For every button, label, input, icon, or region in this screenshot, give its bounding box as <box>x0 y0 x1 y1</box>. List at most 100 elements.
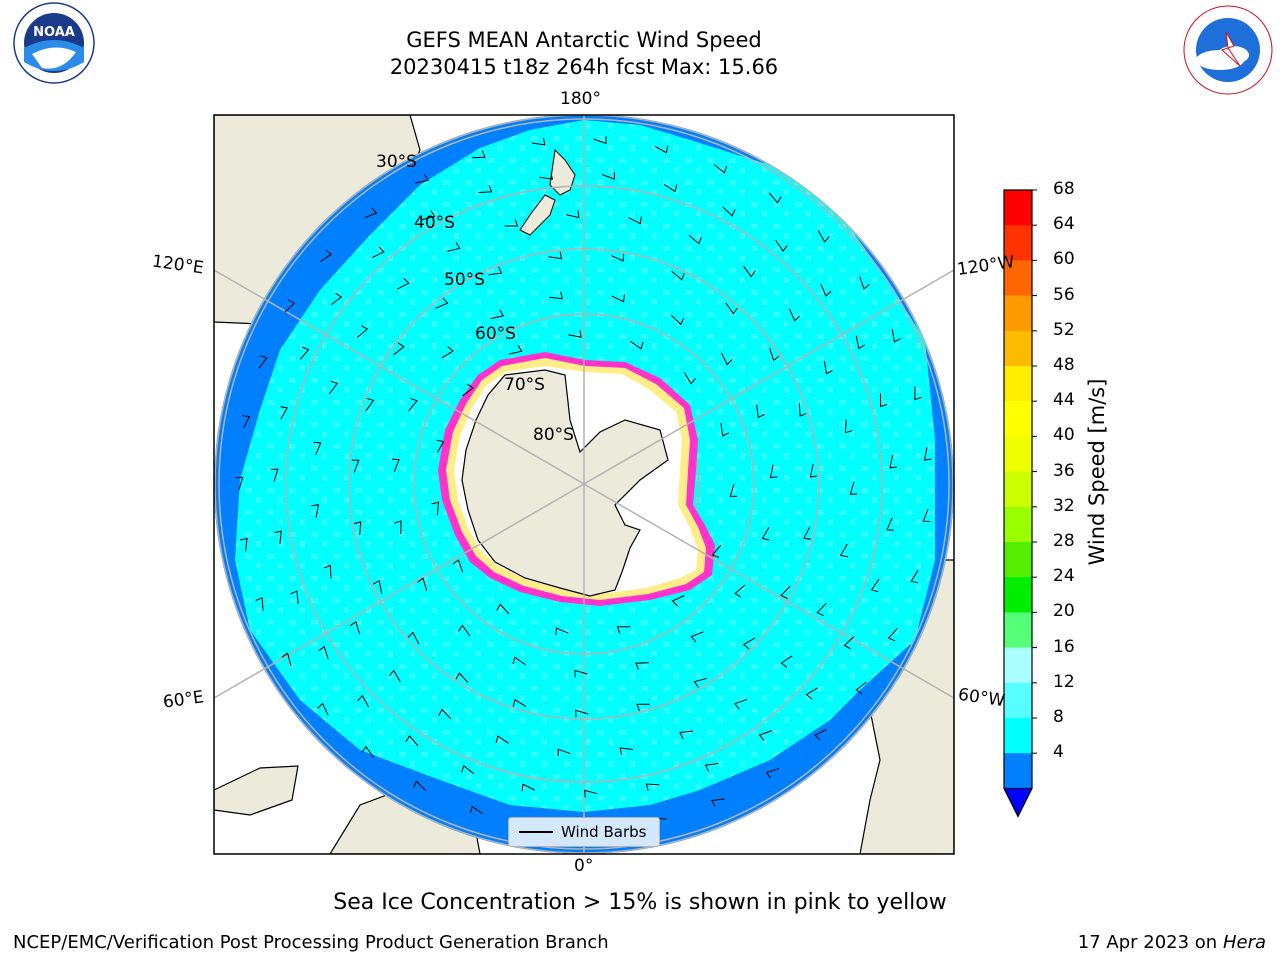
wind-barb <box>435 297 449 309</box>
wind-barb <box>575 709 589 718</box>
wind-barb <box>720 352 733 366</box>
wind-barb <box>415 174 429 184</box>
wind-barb <box>323 564 332 579</box>
wind-barb <box>645 783 660 791</box>
wind-barb <box>548 251 563 260</box>
wind-barb <box>768 192 782 204</box>
wind-barb <box>318 645 329 660</box>
wind-barb <box>488 266 503 276</box>
lat-label-70s: 70°S <box>504 375 545 395</box>
colorbar-tick-label: 12 <box>1053 671 1075 692</box>
colorbar-tick-label: 28 <box>1053 531 1075 551</box>
wind-barb <box>788 308 801 322</box>
lat-label-80s: 80°S <box>533 425 574 445</box>
wind-barb <box>843 636 855 650</box>
wind-barb <box>630 340 644 350</box>
wind-barb <box>611 294 625 303</box>
wind-barb <box>364 207 378 219</box>
wind-barb-legend: Wind Barbs <box>508 817 660 847</box>
wind-barb <box>798 403 807 417</box>
colorbar-tick-label: 60 <box>1053 249 1075 270</box>
colorbar-tick-label: 4 <box>1053 742 1064 763</box>
colorbar-segment <box>1004 260 1032 297</box>
wind-barb <box>922 508 931 522</box>
colorbar-extend-triangle <box>1003 787 1033 818</box>
wind-barb <box>351 459 360 473</box>
wind-barb <box>616 626 631 634</box>
wind-barb <box>284 299 296 313</box>
wind-barb <box>452 559 464 573</box>
wind-barb <box>412 780 427 791</box>
wind-barb <box>775 240 788 252</box>
colorbar-segment <box>1004 225 1032 261</box>
wind-barb <box>313 441 322 455</box>
colorbar-segment <box>1004 506 1032 543</box>
wind-barb <box>469 805 484 815</box>
colorbar-segment <box>1004 682 1032 719</box>
colorbar-segment <box>1004 190 1032 226</box>
wind-barb <box>663 184 678 193</box>
wind-barb <box>849 481 858 495</box>
wind-barb <box>809 464 818 478</box>
wind-barb <box>504 219 519 227</box>
wind-barb <box>839 543 848 558</box>
wind-barb <box>317 702 329 716</box>
colorbar-segment <box>1004 718 1032 754</box>
new-zealand-landmass <box>549 148 576 196</box>
credit-machine: Hera <box>1222 932 1266 953</box>
wind-barb <box>683 372 696 385</box>
noaa-logo: NOAA <box>13 2 95 84</box>
lat-label-30s: 30°S <box>376 152 417 172</box>
colorbar-segment <box>1004 366 1032 402</box>
wind-barb <box>235 476 244 490</box>
wind-barb <box>421 210 436 221</box>
wind-barb <box>758 730 772 741</box>
colorbar-segment <box>1004 401 1032 437</box>
colorbar-tick-label: 24 <box>1053 566 1075 587</box>
wind-barb <box>255 596 264 611</box>
colorbar-segment <box>1004 295 1032 332</box>
wind-barb <box>549 291 563 300</box>
wind-barb <box>679 730 694 740</box>
wind-barb <box>870 578 880 593</box>
nws-logo <box>1183 5 1273 95</box>
colorbar-tick-label: 44 <box>1053 390 1075 411</box>
wind-barb <box>270 468 279 482</box>
colorbar-segment <box>1004 542 1032 578</box>
wind-barb <box>844 419 853 434</box>
colorbar-segment <box>1004 471 1032 508</box>
wind-barb <box>891 329 901 343</box>
wind-barb <box>565 210 580 219</box>
wind-barb <box>496 603 510 615</box>
wind-barb <box>805 687 818 700</box>
wind-barb <box>371 246 385 259</box>
wind-barb <box>372 579 383 594</box>
wind-barb <box>555 627 569 636</box>
wind-barb <box>280 406 288 420</box>
colorbar-tick-label: 56 <box>1053 284 1075 305</box>
wind-barb <box>889 454 897 469</box>
lat-label-50s: 50°S <box>444 270 485 290</box>
wind-barb <box>628 216 642 225</box>
wind-barb <box>720 422 730 437</box>
wind-barb <box>455 672 469 683</box>
wind-barb <box>258 355 268 369</box>
map-frame <box>213 114 955 855</box>
colorbar-tick-label: 36 <box>1053 460 1075 481</box>
wind-barb <box>461 764 475 775</box>
wind-barb <box>495 735 509 744</box>
chart-subtitle: 20230415 t18z 264h fcst Max: 15.66 <box>389 55 779 79</box>
wind-barb <box>914 386 922 401</box>
wind-barb <box>713 164 728 174</box>
colorbar-segment <box>1004 612 1032 649</box>
lon-label-180: 180° <box>560 89 601 109</box>
wind-barb <box>756 404 765 419</box>
colorbar-tick-label: 16 <box>1053 636 1075 657</box>
lat-label-40s: 40°S <box>414 213 455 233</box>
wind-barb <box>407 631 420 645</box>
colorbar-tick-label: 32 <box>1053 495 1075 516</box>
wind-barb <box>610 253 625 262</box>
wind-barb <box>512 656 526 666</box>
wind-barb <box>568 330 582 338</box>
wind-barb <box>290 590 299 605</box>
